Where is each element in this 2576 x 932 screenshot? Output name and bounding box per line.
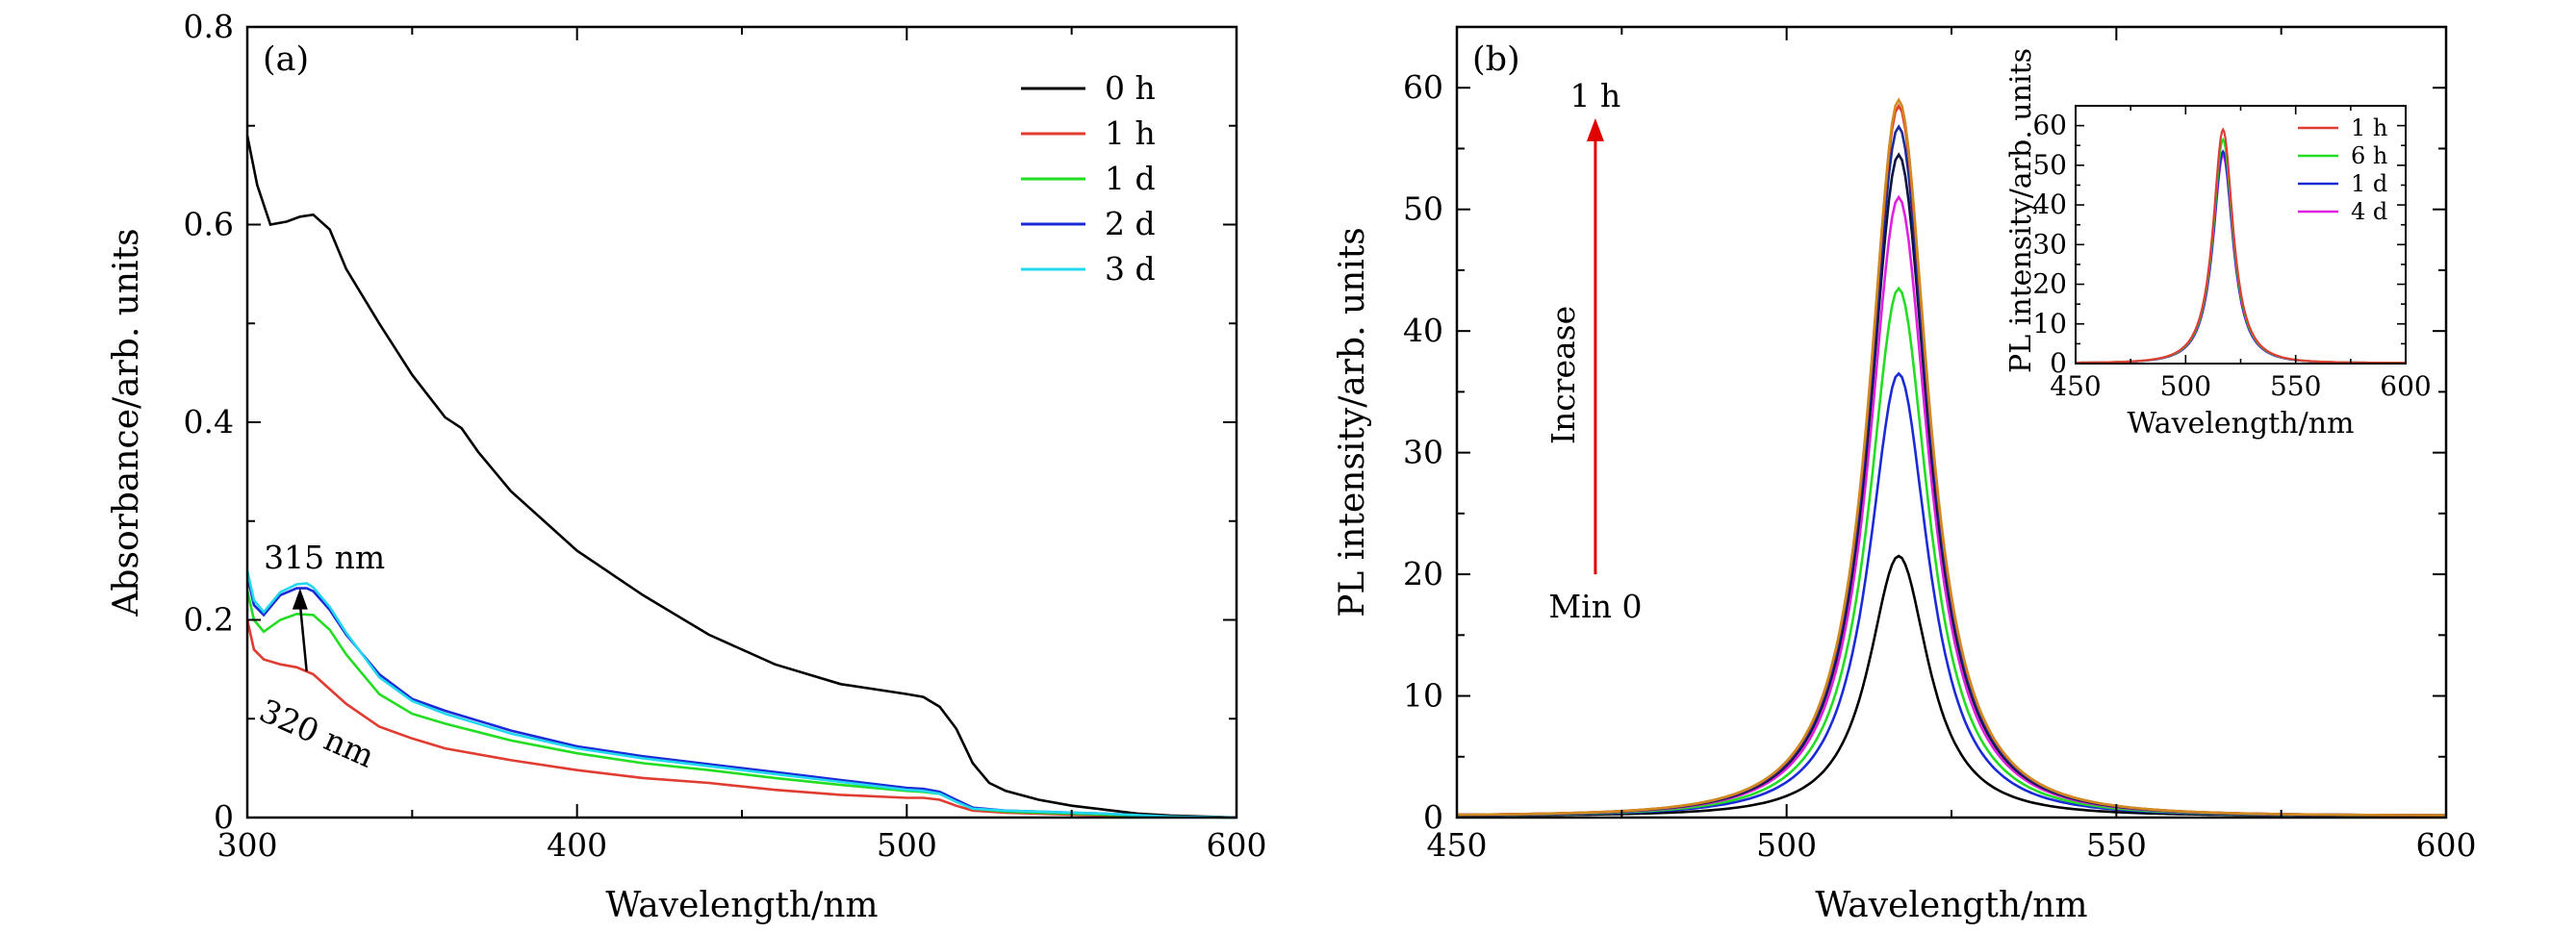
absorbance-x-axis-label: Wavelength/nm (605, 886, 878, 925)
pl-y-tick-label: 10 (1403, 677, 1443, 715)
inset-x-tick-label: 600 (2380, 370, 2431, 402)
annotation-increase: Increase (1544, 306, 1582, 444)
inset-legend-label-1h: 1 h (2351, 114, 2387, 141)
absorbance-arrow-head (292, 588, 308, 610)
absorbance-x-tick-label: 400 (547, 826, 607, 864)
pl-x-tick-label: 450 (1427, 826, 1488, 864)
absorbance-line-2d (245, 575, 1237, 819)
inset-legend-label-6h: 6 h (2351, 142, 2387, 169)
pl-x-tick-label: 500 (1756, 826, 1817, 864)
pl-x-tick-label: 550 (2086, 826, 2147, 864)
absorbance-arrow-shaft (298, 603, 308, 672)
absorbance-axis-ticks: 300 400 500 600 0 0.2 0.4 0.6 0.8 (184, 8, 1267, 864)
annotation-1h: 1 h (1570, 77, 1621, 114)
inset-y-tick-label: 40 (2032, 189, 2067, 220)
inset-legend: 1 h6 h1 d4 d (2298, 114, 2387, 225)
annotation-315nm: 315 nm (264, 539, 385, 576)
pl-y-tick-label: 30 (1403, 434, 1443, 471)
panel-b-label: (b) (1472, 40, 1520, 79)
legend-label-2d: 2 d (1105, 205, 1156, 242)
inset-y-axis-label: PL intensity/arb. units (2004, 48, 2038, 373)
inset-y-tick-label: 10 (2032, 308, 2067, 340)
absorbance-x-tick-label: 500 (877, 826, 937, 864)
inset-x-tick-label: 450 (2050, 370, 2101, 402)
inset-y-tick-label: 50 (2032, 149, 2067, 181)
absorbance-y-tick-label: 0 (214, 798, 234, 836)
pl-y-tick-label: 0 (1423, 798, 1443, 836)
pl-x-axis-label: Wavelength/nm (1815, 886, 2087, 925)
pl-y-tick-label: 50 (1403, 190, 1443, 228)
absorbance-x-tick-label: 300 (217, 826, 278, 864)
pl-y-tick-label: 60 (1403, 68, 1443, 106)
pl-x-tick-label: 600 (2416, 826, 2477, 864)
absorbance-y-tick-label: 0.6 (184, 206, 234, 243)
inset-y-tick-label: 30 (2032, 228, 2067, 260)
inset-y-tick-label: 60 (2032, 110, 2067, 141)
absorbance-line-0h (245, 135, 1237, 819)
inset-axis-ticks: 450 500 550 600 0 10 20 30 40 50 60 (2032, 106, 2432, 402)
pl-y-tick-label: 20 (1403, 555, 1443, 592)
increase-arrow (1586, 117, 1604, 575)
legend-label-0h: 0 h (1105, 69, 1156, 107)
increase-arrow-head (1586, 117, 1604, 141)
absorbance-legend: 0 h 1 h 1 d 2 d 3 d (1021, 69, 1156, 288)
absorbance-line-3d (245, 569, 1237, 819)
inset-y-tick-label: 20 (2032, 268, 2067, 300)
legend-label-1d: 1 d (1105, 160, 1156, 197)
panel-a-label: (a) (263, 40, 309, 79)
pl-y-tick-label: 40 (1403, 312, 1443, 349)
legend-label-3d: 3 d (1105, 250, 1156, 288)
absorbance-plot-frame (245, 25, 1238, 819)
legend-label-1h: 1 h (1105, 114, 1156, 152)
inset-legend-label-4d: 4 d (2351, 198, 2387, 225)
annotation-320nm: 320 nm (254, 692, 380, 775)
absorbance-x-tick-label: 600 (1207, 826, 1267, 864)
absorbance-y-axis-label: Absorbance/arb. units (107, 228, 146, 617)
absorbance-y-tick-label: 0.2 (184, 601, 234, 639)
pl-y-axis-label: PL intensity/arb. units (1333, 227, 1372, 617)
absorbance-y-tick-label: 0.4 (184, 403, 234, 441)
absorbance-series-lines (245, 135, 1237, 819)
inset-x-tick-label: 500 (2160, 370, 2211, 402)
inset-background (2076, 106, 2406, 364)
absorbance-line-1d (245, 590, 1237, 819)
absorbance-y-tick-label: 0.8 (184, 8, 234, 45)
inset-y-tick-label: 0 (2050, 347, 2067, 379)
absorbance-shift-arrow (292, 588, 308, 672)
inset-x-axis-label: Wavelength/nm (2128, 407, 2355, 441)
inset-x-tick-label: 550 (2270, 370, 2321, 402)
inset-legend-label-1d: 1 d (2351, 170, 2387, 197)
annotation-min0: Min 0 (1548, 588, 1642, 625)
